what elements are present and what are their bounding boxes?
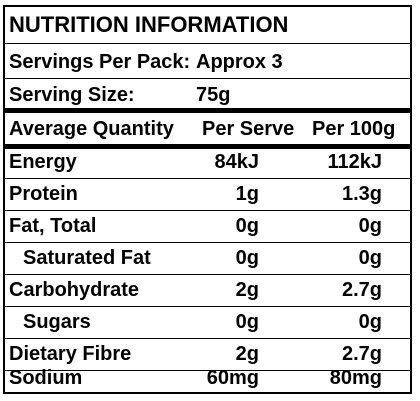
servings-row: Servings Per Pack: Approx 3: [5, 46, 410, 78]
table-row: Dietary Fibre 2g 2.7g: [5, 338, 410, 370]
per-100g-value: 0g: [358, 247, 382, 269]
per-100g-value: 112kJ: [327, 151, 382, 173]
per-serve-value: 1g: [235, 183, 259, 205]
per-serve-value: 0g: [235, 215, 259, 237]
thick-divider: [5, 144, 410, 149]
per-100g-value: 1.3g: [341, 183, 382, 205]
per-100g-value: 0g: [358, 215, 382, 237]
nutrient-label: Energy: [9, 151, 77, 173]
divider: [5, 242, 410, 243]
per-serve-value: 2g: [235, 343, 259, 365]
table-row: Sugars 0g 0g: [5, 306, 410, 338]
serving-size-row: Serving Size: 75g: [5, 79, 410, 111]
nutrient-label: Saturated Fat: [23, 247, 151, 269]
column-header-quantity: Average Quantity: [9, 118, 174, 140]
column-header-per-serve: Per Serve: [202, 118, 295, 140]
divider: [5, 178, 410, 179]
divider: [5, 274, 410, 275]
divider: [5, 370, 410, 371]
per-serve-value: 0g: [235, 247, 259, 269]
nutrient-label: Protein: [9, 183, 78, 205]
per-100g-value: 2.7g: [341, 279, 382, 301]
per-100g-value: 80mg: [329, 367, 382, 389]
nutrient-label: Fat, Total: [9, 215, 97, 237]
divider: [5, 210, 410, 211]
per-serve-value: 60mg: [206, 367, 259, 389]
serving-size-value: 75g: [196, 84, 231, 106]
servings-label: Servings Per Pack:: [9, 51, 191, 73]
table-row: Saturated Fat 0g 0g: [5, 242, 410, 274]
nutrition-panel: NUTRITION INFORMATION Servings Per Pack:…: [3, 5, 412, 394]
table-row: Fat, Total 0g 0g: [5, 210, 410, 242]
per-serve-value: 84kJ: [214, 151, 260, 173]
servings-value: Approx 3: [196, 51, 283, 73]
serving-size-label: Serving Size:: [9, 84, 135, 106]
table-row: Protein 1g 1.3g: [5, 178, 410, 210]
nutrient-label: Sodium: [9, 367, 83, 389]
panel-title: NUTRITION INFORMATION: [9, 12, 289, 37]
column-header-row: Average Quantity Per Serve Per 100g: [5, 113, 410, 145]
table-row: Sodium 60mg 80mg: [5, 362, 410, 394]
table-row: Energy 84kJ 112kJ: [5, 146, 410, 178]
nutrient-label: Dietary Fibre: [9, 343, 132, 365]
table-row: Carbohydrate 2g 2.7g: [5, 274, 410, 306]
divider: [5, 78, 410, 79]
per-serve-value: 0g: [235, 311, 259, 333]
divider: [5, 43, 410, 44]
nutrient-label: Sugars: [23, 311, 91, 333]
thick-divider: [5, 108, 410, 113]
title-row: NUTRITION INFORMATION: [5, 9, 410, 41]
divider: [5, 338, 410, 339]
column-header-per-100g: Per 100g: [312, 118, 396, 140]
per-100g-value: 0g: [358, 311, 382, 333]
per-serve-value: 2g: [235, 279, 259, 301]
divider: [5, 306, 410, 307]
per-100g-value: 2.7g: [341, 343, 382, 365]
nutrient-label: Carbohydrate: [9, 279, 140, 301]
